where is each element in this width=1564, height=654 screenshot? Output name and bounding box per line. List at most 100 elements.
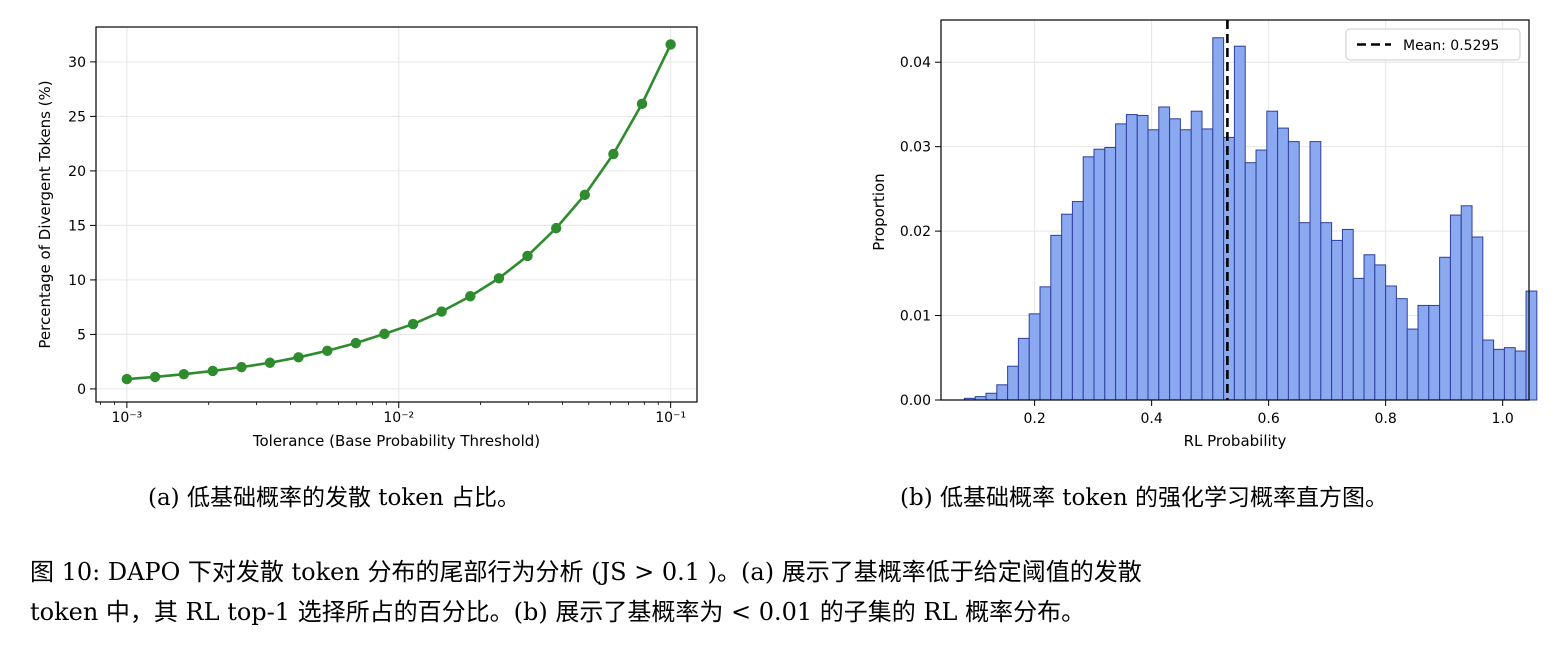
data-point [493, 273, 505, 284]
data-point [149, 371, 161, 383]
data-point [636, 98, 648, 110]
histogram-bar [1007, 365, 1019, 401]
histogram-bar [1223, 136, 1235, 401]
histogram-bar [1309, 141, 1322, 401]
data-point [522, 250, 533, 262]
histogram-bar [1061, 213, 1073, 401]
data-point [293, 352, 304, 363]
figure-caption-line-1: 图 10: DAPO 下对发散 token 分布的尾部行为分析 (JS > 0.… [30, 558, 1142, 586]
histogram-bar [1201, 128, 1214, 401]
data-point [665, 39, 676, 50]
chart-b-histogram: 0.2 0.4 0.6 0.8 1.0 0.00 0.01 0.02 0.03 0.04 RL Pr… [870, 19, 1538, 450]
histogram-bar [1136, 114, 1149, 401]
histogram-bar [1341, 228, 1354, 401]
histogram-bar [1503, 347, 1516, 401]
caption-a: (a) 低基础概率的发散 token 占比。 [148, 485, 521, 511]
histogram-bar [1071, 201, 1084, 401]
x-tick-label: 10⁻² [383, 410, 414, 426]
y-tick-label: 0.00 [900, 393, 931, 409]
y-tick-label: 10 [68, 273, 86, 289]
data-point [550, 222, 562, 234]
y-tick-label: 15 [68, 218, 86, 234]
histogram-bar [1428, 304, 1441, 401]
histogram-bar [1493, 348, 1505, 401]
histogram-bar [1082, 156, 1095, 401]
histogram-bar [1115, 123, 1127, 401]
histogram-bar [1190, 110, 1203, 401]
x-tick-label: 10⁻³ [111, 410, 142, 426]
histogram-bar [1331, 239, 1343, 401]
histogram-bar [1244, 162, 1257, 401]
y-tick-label: 30 [68, 55, 86, 71]
histogram-bar [1471, 236, 1484, 401]
histogram-bar [1395, 298, 1408, 401]
histogram-bar [1147, 129, 1160, 401]
chart-a-tolerance: 10⁻³ 10⁻² 10⁻¹ 0 5 10 15 20 25 30 Tolerance (Base … [36, 26, 698, 450]
histogram-bar [1460, 205, 1473, 401]
legend: Mean: 0.5295 [1345, 28, 1521, 61]
data-point [322, 345, 333, 356]
histogram-bar [985, 392, 998, 401]
x-tick-label: 0.6 [1258, 411, 1280, 427]
x-tick-label: 0.4 [1140, 411, 1162, 427]
histogram-bar [1439, 256, 1451, 401]
x-tick-label: 0.8 [1375, 411, 1397, 427]
legend-label: Mean: 0.5295 [1403, 38, 1499, 54]
data-point [379, 328, 390, 340]
histogram-bar [1125, 114, 1138, 401]
histogram-bar [1212, 37, 1225, 401]
histogram-bar [1449, 214, 1462, 401]
histogram-bar [1352, 277, 1365, 401]
figure-caption-line-2: token 中，其 RL top-1 选择所占的百分比。(b) 展示了基概率为 … [30, 598, 1086, 626]
x-axis-label: RL Probability [1184, 432, 1287, 450]
data-point [579, 189, 590, 201]
histogram-bar [1482, 339, 1495, 401]
histogram-bar [1093, 148, 1106, 401]
histogram-bar [1255, 149, 1268, 401]
histogram-bar [1179, 129, 1192, 401]
caption-b: (b) 低基础概率 token 的强化学习概率直方图。 [900, 485, 1389, 511]
figure-caption: 图 10: DAPO 下对发散 token 分布的尾部行为分析 (JS > 0.… [30, 552, 1540, 632]
histogram-bar [1169, 118, 1181, 401]
x-tick-label: 10⁻¹ [655, 410, 686, 426]
x-tick-label: 0.2 [1023, 411, 1045, 427]
histogram-bar [1385, 285, 1397, 401]
data-point [350, 337, 361, 349]
histogram-bar [1017, 337, 1030, 401]
y-tick-label: 5 [77, 327, 86, 343]
histogram-bar [1287, 141, 1300, 401]
histogram-bar [1417, 304, 1430, 401]
histogram-bar [996, 384, 1009, 401]
data-point [407, 318, 419, 330]
histogram-bar [1298, 222, 1311, 401]
plot-frame [95, 26, 698, 403]
histogram-bar [1320, 222, 1333, 401]
data-point [207, 365, 218, 377]
histogram-bar [1158, 106, 1171, 401]
data-point [121, 373, 133, 385]
histogram-bar [1277, 127, 1289, 401]
y-axis-label: Proportion [870, 173, 888, 250]
histogram-bar [1233, 45, 1246, 401]
y-tick-label: 0.04 [900, 55, 931, 71]
y-tick-label: 25 [68, 109, 86, 125]
plot-frame [940, 19, 1530, 401]
histogram-bar [1406, 328, 1419, 401]
histogram-bar [1514, 350, 1527, 401]
histogram-bar [1266, 110, 1279, 401]
data-point [465, 291, 476, 302]
legend-box [1345, 28, 1521, 61]
histogram-bar [1525, 290, 1538, 401]
x-axis-label: Tolerance (Base Probability Threshold) [252, 432, 540, 450]
y-tick-label: 0.01 [900, 309, 931, 325]
data-point [236, 361, 247, 373]
y-axis-label: Percentage of Divergent Tokens (%) [36, 80, 54, 348]
y-tick-label: 0.03 [900, 140, 931, 156]
histogram-bar [1363, 254, 1376, 401]
histogram-bar [1104, 147, 1117, 401]
data-point [264, 357, 276, 368]
y-tick-label: 20 [68, 164, 86, 180]
figure: 10⁻³ 10⁻² 10⁻¹ 0 5 10 15 20 25 30 Tolerance (Base … [36, 19, 1538, 450]
histogram-bar [1039, 286, 1052, 401]
histogram-bar [1050, 234, 1063, 401]
